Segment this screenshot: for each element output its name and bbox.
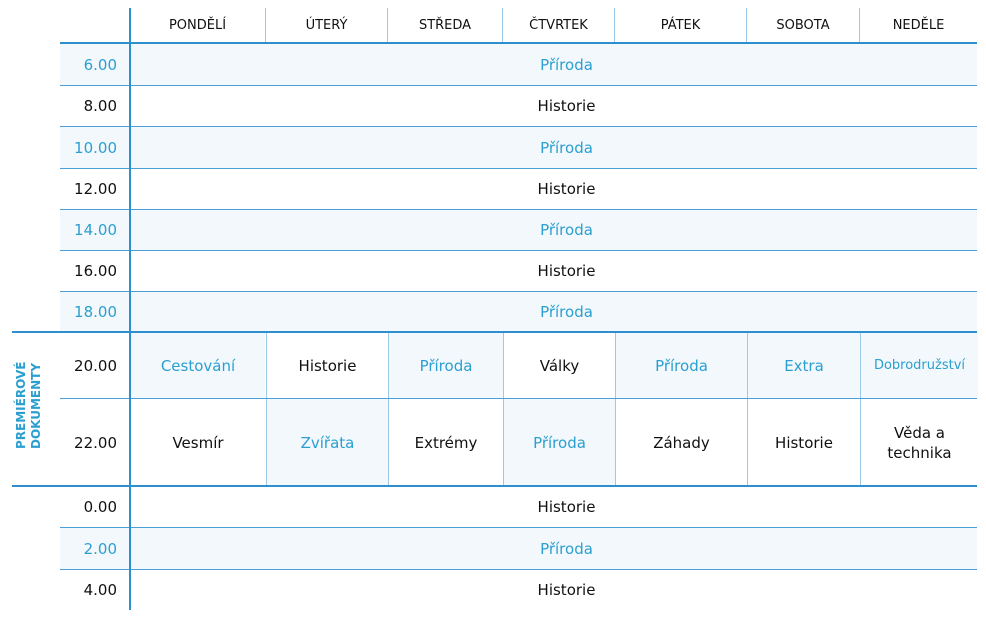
- program-slot[interactable]: Příroda: [540, 539, 593, 558]
- schedule-row: 22.00 Vesmír Zvířata Extrémy Příroda Záhady Hi…: [60, 398, 977, 486]
- time-label: 10.00: [74, 138, 117, 157]
- program-cell[interactable]: Vesmír: [172, 433, 224, 452]
- time-label: 12.00: [74, 180, 117, 198]
- program-cell[interactable]: Příroda: [615, 333, 747, 398]
- schedule-row: 18.00 Příroda: [60, 291, 977, 332]
- schedule-row: 8.00 Historie: [60, 85, 977, 126]
- day-header-5: SOBOTA: [746, 8, 859, 43]
- program-cell[interactable]: Příroda: [503, 399, 615, 486]
- schedule-row: 2.00 Příroda: [60, 527, 977, 569]
- time-label: 4.00: [83, 581, 117, 599]
- premiere-label-text: PREMIÉROVÉ DOKUMENTY: [14, 361, 43, 449]
- program-cell[interactable]: Věda a technika: [860, 399, 978, 486]
- day-header-1: ÚTERÝ: [265, 8, 387, 43]
- time-label: 14.00: [74, 221, 117, 239]
- program-slot[interactable]: Příroda: [540, 55, 593, 74]
- program-cell[interactable]: Extrémy: [388, 399, 503, 486]
- schedule-row: 10.00 Příroda: [60, 126, 977, 168]
- schedule-row: 14.00 Příroda: [60, 209, 977, 250]
- day-header-4: PÁTEK: [614, 8, 746, 43]
- schedule-row: 20.00 Cestování Historie Příroda Války Přírod…: [60, 332, 978, 398]
- program-slot[interactable]: Příroda: [540, 221, 593, 239]
- header-divider: [60, 42, 977, 44]
- program-cell[interactable]: Dobrodružství: [860, 333, 978, 398]
- program-cell[interactable]: Zvířata: [266, 399, 388, 486]
- program-cell[interactable]: Záhady: [615, 399, 747, 486]
- premiere-bottom-divider: [12, 485, 977, 487]
- time-label: 6.00: [83, 55, 117, 74]
- program-slot[interactable]: Historie: [537, 498, 596, 516]
- program-slot[interactable]: Historie: [537, 581, 596, 599]
- program-slot[interactable]: Historie: [537, 180, 596, 198]
- program-cell[interactable]: Cestování: [131, 333, 265, 398]
- schedule-row: 0.00 Historie: [60, 486, 977, 527]
- program-cell[interactable]: Příroda: [388, 333, 503, 398]
- time-column-divider: [129, 8, 131, 610]
- premiere-top-divider: [12, 331, 977, 333]
- program-slot[interactable]: Příroda: [540, 138, 593, 157]
- time-label: 20.00: [74, 356, 117, 375]
- time-label: 18.00: [74, 303, 117, 321]
- time-label: 0.00: [83, 498, 117, 516]
- program-cell[interactable]: Historie: [747, 399, 860, 486]
- time-label: 2.00: [83, 539, 117, 558]
- premiere-section-label: PREMIÉROVÉ DOKUMENTY: [4, 336, 54, 482]
- day-header-6: NEDĚLE: [859, 8, 977, 43]
- schedule-row: 12.00 Historie: [60, 168, 977, 209]
- program-slot[interactable]: Příroda: [540, 303, 593, 321]
- program-slot[interactable]: Historie: [537, 262, 596, 280]
- schedule-row: 6.00 Příroda: [60, 43, 977, 85]
- schedule-row: 16.00 Historie: [60, 250, 977, 291]
- program-slot[interactable]: Historie: [537, 97, 596, 115]
- program-cell[interactable]: Historie: [266, 333, 388, 398]
- day-header-0: PONDĚLÍ: [168, 18, 227, 33]
- day-header-3: ČTVRTEK: [502, 8, 614, 43]
- time-label: 16.00: [74, 262, 117, 280]
- time-label: 22.00: [74, 433, 117, 452]
- day-header-2: STŘEDA: [387, 8, 502, 43]
- program-cell[interactable]: Extra: [747, 333, 860, 398]
- schedule-row: 4.00 Historie: [60, 569, 977, 610]
- time-label: 8.00: [83, 97, 117, 115]
- program-cell[interactable]: Války: [503, 333, 615, 398]
